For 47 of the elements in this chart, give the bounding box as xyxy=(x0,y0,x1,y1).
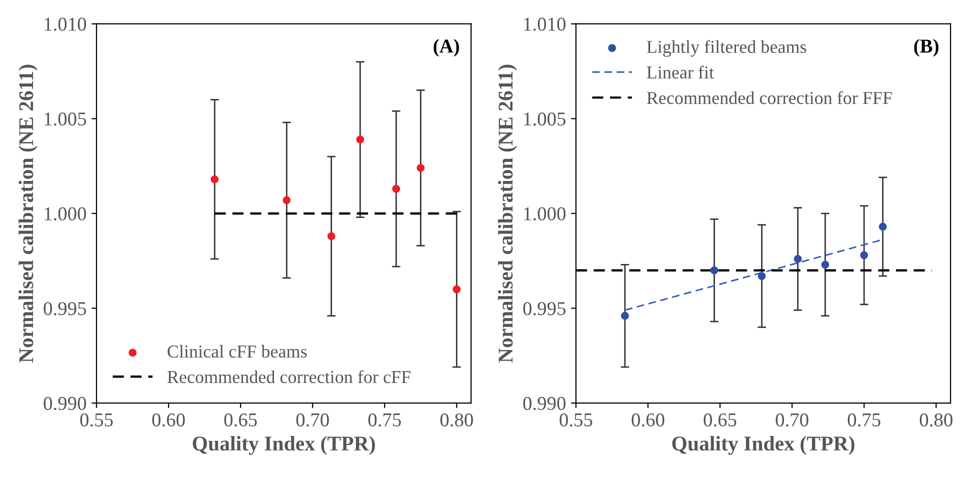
x-tick-label: 0.75 xyxy=(848,413,880,427)
text: (B) xyxy=(914,39,938,57)
text: (A) xyxy=(434,39,459,57)
legend-label: Recommended correction for FFF xyxy=(646,91,892,104)
y-tick-label: 1.000 xyxy=(44,207,86,220)
legend-label: Recommended correction for cFF xyxy=(167,370,410,384)
point xyxy=(210,175,219,184)
x-tick-label: 0.65 xyxy=(224,413,257,427)
legend-label: Clinical cFF beams xyxy=(168,344,307,358)
y-tick-label: 0.990 xyxy=(523,396,566,410)
point xyxy=(860,251,868,260)
y-tick-label: 0.990 xyxy=(44,396,86,410)
point xyxy=(327,232,336,240)
point xyxy=(620,312,629,320)
point xyxy=(878,222,887,231)
x-tick-label: 0.60 xyxy=(152,413,185,427)
point xyxy=(758,272,766,280)
point xyxy=(282,196,291,204)
y-tick-label: 1.005 xyxy=(44,112,86,126)
x-tick-label: 0.80 xyxy=(440,413,473,427)
point xyxy=(356,136,364,144)
x-axis-title: Quality Index (TPR) xyxy=(192,436,375,455)
point xyxy=(452,285,461,294)
x-tick-label: 0.55 xyxy=(80,413,113,427)
x-tick-label: 0.55 xyxy=(560,413,592,427)
y-tick-label: 1.000 xyxy=(524,207,566,220)
x-tick-label: 0.70 xyxy=(296,413,329,427)
y-tick-label: 1.010 xyxy=(524,18,566,31)
x-tick-label: 0.75 xyxy=(368,413,401,427)
point xyxy=(392,184,400,193)
y-tick-label: 0.995 xyxy=(44,302,86,316)
y-tick-label: 1.005 xyxy=(524,112,566,126)
point xyxy=(794,255,802,263)
y-tick-label: 1.010 xyxy=(44,18,86,31)
point xyxy=(821,260,830,269)
x-tick-label: 0.80 xyxy=(920,413,952,427)
point xyxy=(416,164,425,172)
x-tick-label: 0.65 xyxy=(704,413,736,427)
y-tick-label: 0.995 xyxy=(523,302,566,316)
x-tick-label: 0.60 xyxy=(632,413,664,427)
legend-label: Lightly filtered beams xyxy=(646,40,806,57)
y-axis-title: Normalised calibration (NE 2611) xyxy=(498,64,517,363)
x-axis-title: Quality Index (TPR) xyxy=(672,436,854,455)
y-axis-title: Normalised calibration (NE 2611) xyxy=(18,64,38,363)
point xyxy=(710,266,718,274)
x-tick-label: 0.70 xyxy=(776,413,808,427)
legend-label: Linear fit xyxy=(646,66,714,79)
